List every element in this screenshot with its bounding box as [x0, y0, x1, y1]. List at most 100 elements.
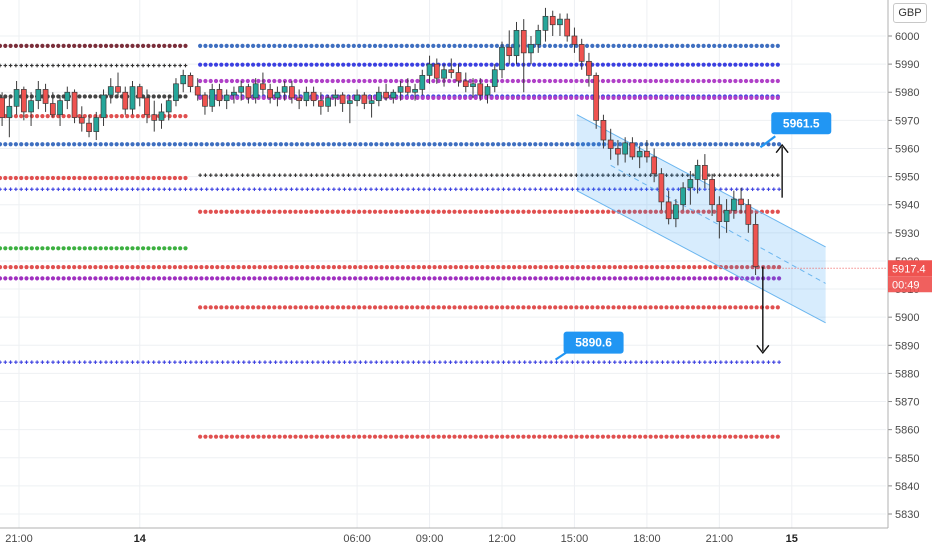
level-marker	[549, 276, 554, 281]
time-axis[interactable]: 21:001406:0009:0012:0015:0018:0021:00150…	[0, 527, 932, 545]
level-marker	[77, 265, 82, 270]
level-marker	[484, 78, 489, 84]
level-marker	[347, 276, 352, 281]
level-marker	[632, 62, 637, 67]
level-marker	[400, 265, 405, 270]
level-marker	[743, 43, 749, 48]
level-marker	[362, 62, 367, 67]
level-marker	[183, 43, 188, 48]
level-marker	[213, 209, 219, 214]
level-marker	[125, 43, 130, 48]
level-marker	[325, 62, 330, 67]
price-axis[interactable]: 6000599059805970596059505940593059205910…	[887, 0, 932, 528]
candle-body	[375, 91, 382, 102]
level-marker	[637, 95, 643, 100]
level-line	[198, 434, 780, 439]
level-marker	[717, 78, 722, 84]
level-line	[0, 360, 781, 364]
level-marker	[119, 265, 124, 270]
level-marker	[622, 43, 627, 48]
level-marker	[505, 78, 510, 84]
level-marker	[680, 62, 685, 67]
level-marker	[315, 265, 321, 270]
level-marker	[93, 276, 98, 281]
level-marker	[284, 276, 289, 281]
level-marker	[569, 305, 574, 310]
level-marker	[24, 114, 29, 119]
level-marker	[447, 434, 452, 439]
candle	[223, 89, 230, 110]
level-marker	[526, 95, 531, 100]
level-marker	[337, 142, 342, 147]
level-marker	[494, 305, 500, 310]
regression-channel[interactable]	[576, 114, 826, 324]
level-marker	[692, 265, 697, 270]
level-marker	[526, 62, 531, 67]
level-marker	[590, 209, 595, 214]
candle-body	[180, 75, 187, 85]
level-marker	[490, 276, 495, 281]
candle	[289, 80, 295, 104]
level-marker	[378, 62, 383, 67]
level-marker	[236, 276, 241, 281]
currency-badge[interactable]: GBP	[893, 3, 927, 23]
level-marker	[213, 78, 219, 84]
level-marker	[245, 78, 250, 84]
level-marker	[765, 434, 770, 439]
level-marker	[114, 265, 119, 270]
level-marker	[109, 276, 114, 281]
level-marker	[300, 142, 305, 147]
level-marker	[511, 142, 517, 147]
level-marker	[643, 95, 648, 100]
level-marker	[304, 305, 309, 310]
level-marker	[40, 175, 45, 181]
level-marker	[745, 265, 750, 270]
level-marker	[622, 305, 627, 310]
candle	[578, 38, 585, 70]
level-marker	[432, 142, 437, 147]
level-marker	[252, 142, 257, 147]
candle	[542, 7, 549, 42]
y-tick-label: 5900	[895, 312, 919, 324]
candle	[318, 92, 324, 115]
candle	[383, 83, 389, 101]
level-marker	[0, 265, 3, 270]
level-marker	[754, 62, 759, 67]
candle-body	[93, 117, 100, 132]
level-marker	[167, 142, 172, 147]
level-marker	[341, 434, 346, 439]
level-marker	[272, 78, 277, 84]
candle-body	[383, 91, 389, 99]
level-marker	[225, 265, 230, 270]
level-marker	[584, 78, 590, 84]
level-marker	[600, 305, 606, 310]
level-marker	[45, 43, 50, 48]
y-tick-label: 5950	[895, 172, 919, 184]
level-marker	[266, 305, 272, 310]
level-marker	[266, 78, 272, 84]
level-marker	[172, 246, 177, 251]
level-marker	[198, 78, 203, 84]
level-marker	[489, 305, 494, 310]
candle-body	[368, 100, 375, 104]
level-marker	[708, 265, 713, 270]
candle-body	[165, 100, 172, 113]
candle-body	[651, 156, 657, 175]
level-marker	[743, 95, 749, 100]
level-marker	[675, 434, 680, 439]
level-marker	[199, 276, 204, 281]
level-marker	[584, 43, 590, 48]
level-marker	[358, 265, 363, 270]
level-marker	[119, 142, 124, 147]
level-marker	[383, 209, 388, 214]
level-marker	[496, 276, 501, 281]
level-marker	[199, 265, 204, 270]
level-marker	[72, 246, 77, 251]
level-marker	[563, 95, 568, 100]
level-marker	[208, 43, 213, 48]
level-marker	[341, 62, 346, 67]
level-marker	[680, 43, 685, 48]
level-marker	[77, 94, 82, 99]
